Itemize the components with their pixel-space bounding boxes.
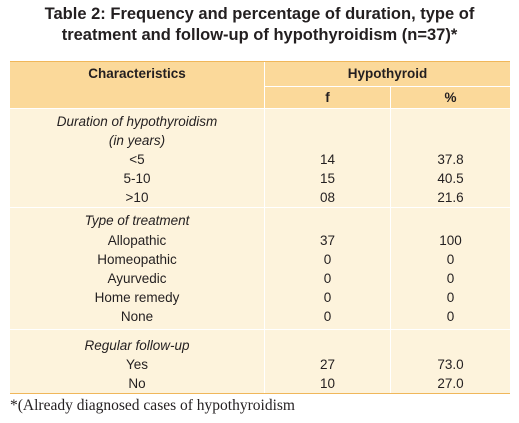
row-divider xyxy=(265,86,510,87)
header-characteristics: Characteristics xyxy=(88,66,186,81)
row-label: >10 xyxy=(125,190,149,205)
row-label: <5 xyxy=(129,152,145,167)
row-divider xyxy=(10,329,510,330)
row-label: Allopathic xyxy=(107,233,167,248)
table-title-line-1: Table 2: Frequency and percentage of dur… xyxy=(44,5,475,23)
row-f: 27 xyxy=(319,357,336,372)
row-f: 15 xyxy=(319,171,336,186)
section-heading-treatment: Type of treatment xyxy=(84,213,190,228)
row-label: 5-10 xyxy=(123,171,151,186)
row-f: 08 xyxy=(319,190,336,205)
row-label: Ayurvedic xyxy=(107,271,167,286)
row-f: 0 xyxy=(323,309,332,324)
row-pct: 100 xyxy=(439,233,462,248)
header-hypothyroid: Hypothyroid xyxy=(347,66,428,81)
row-label: None xyxy=(120,309,154,324)
row-pct: 37.8 xyxy=(437,152,464,167)
table-header xyxy=(10,62,510,108)
row-label: Home remedy xyxy=(94,290,180,305)
row-pct: 0 xyxy=(446,252,455,267)
row-divider xyxy=(10,207,510,208)
row-pct: 40.5 xyxy=(437,171,464,186)
footnote: *(Already diagnosed cases of hypothyroid… xyxy=(10,397,295,414)
row-pct: 0 xyxy=(446,290,455,305)
data-table: Characteristics Hypothyroid f % Duration… xyxy=(10,61,510,394)
row-f: 10 xyxy=(319,376,336,391)
row-label: Yes xyxy=(125,357,149,372)
row-pct: 0 xyxy=(446,309,455,324)
section-heading-follow-up: Regular follow-up xyxy=(84,338,190,353)
row-label: Homeopathic xyxy=(97,252,177,267)
row-divider xyxy=(10,108,510,109)
table-title-line-2: treatment and follow-up of hypothyroidis… xyxy=(61,26,458,44)
row-pct: 0 xyxy=(446,271,455,286)
row-pct: 73.0 xyxy=(437,357,464,372)
row-pct: 27.0 xyxy=(437,376,464,391)
row-pct: 21.6 xyxy=(437,190,464,205)
row-label: No xyxy=(128,376,146,391)
row-f: 0 xyxy=(323,252,332,267)
table-title: Table 2: Frequency and percentage of dur… xyxy=(0,4,519,46)
section-heading-duration: Duration of hypothyroidism xyxy=(56,114,218,129)
row-f: 0 xyxy=(323,290,332,305)
column-divider xyxy=(390,86,391,393)
column-divider xyxy=(264,62,265,393)
row-f: 37 xyxy=(319,233,336,248)
row-f: 0 xyxy=(323,271,332,286)
section-heading-duration-sub: (in years) xyxy=(108,133,166,148)
header-percent: % xyxy=(444,90,457,105)
header-f: f xyxy=(325,90,330,105)
row-f: 14 xyxy=(319,152,336,167)
